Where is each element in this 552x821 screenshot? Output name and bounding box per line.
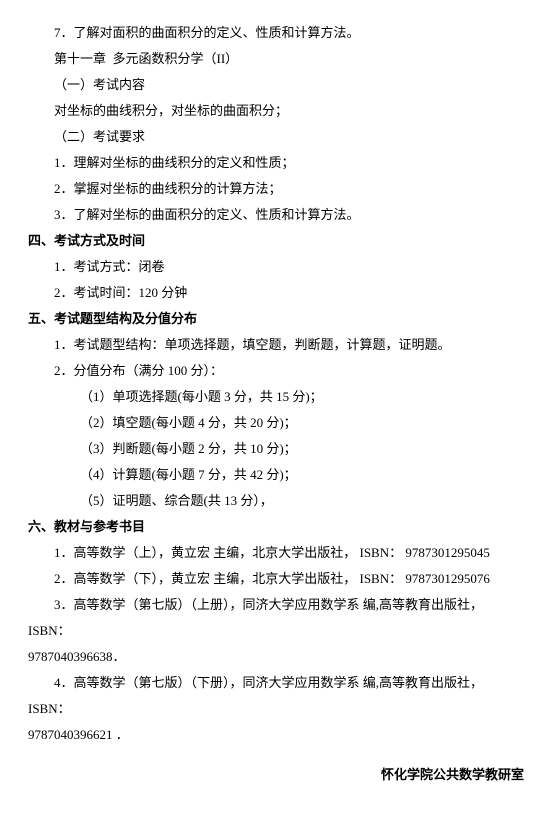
sub-item: （3）判断题(每小题 2 分，共 10 分)； bbox=[28, 436, 524, 462]
content-item: 3．了解对坐标的曲面积分的定义、性质和计算方法。 bbox=[28, 202, 524, 228]
content-item: 1．考试题型结构：单项选择题，填空题，判断题，计算题，证明题。 bbox=[28, 332, 524, 358]
section-heading: 五、考试题型结构及分值分布 bbox=[28, 306, 524, 332]
reference-item-cont: 9787040396638． bbox=[28, 644, 524, 670]
sub-item: （1）单项选择题(每小题 3 分，共 15 分)； bbox=[28, 384, 524, 410]
content-item: 2．考试时间：120 分钟 bbox=[28, 280, 524, 306]
content-item: 2．掌握对坐标的曲线积分的计算方法； bbox=[28, 176, 524, 202]
content-item: 2．分值分布（满分 100 分）： bbox=[28, 358, 524, 384]
content-item: 1．考试方式：闭卷 bbox=[28, 254, 524, 280]
reference-item: 3．高等数学（第七版）（上册），同济大学应用数学系 编,高等教育出版社，ISBN… bbox=[28, 592, 524, 644]
content-item: 对坐标的曲线积分，对坐标的曲面积分； bbox=[28, 98, 524, 124]
reference-item: 2．高等数学（下），黄立宏 主编，北京大学出版社， ISBN： 97873012… bbox=[28, 566, 524, 592]
content-item: 7．了解对面积的曲面积分的定义、性质和计算方法。 bbox=[28, 20, 524, 46]
section-heading: 四、考试方式及时间 bbox=[28, 228, 524, 254]
content-item: 1．理解对坐标的曲线积分的定义和性质； bbox=[28, 150, 524, 176]
section-heading: 六、教材与参考书目 bbox=[28, 514, 524, 540]
signature: 怀化学院公共数学教研室 bbox=[28, 762, 524, 788]
reference-item: 1．高等数学（上），黄立宏 主编，北京大学出版社， ISBN： 97873012… bbox=[28, 540, 524, 566]
subsection-title: （一）考试内容 bbox=[28, 72, 524, 98]
reference-item-cont: 9787040396621 ． bbox=[28, 722, 524, 748]
chapter-title: 第十一章 多元函数积分学（II） bbox=[28, 46, 524, 72]
sub-item: （5）证明题、综合题(共 13 分）， bbox=[28, 488, 524, 514]
subsection-title: （二）考试要求 bbox=[28, 124, 524, 150]
reference-item: 4．高等数学（第七版）（下册），同济大学应用数学系 编,高等教育出版社，ISBN… bbox=[28, 670, 524, 722]
sub-item: （4）计算题(每小题 7 分，共 42 分)； bbox=[28, 462, 524, 488]
sub-item: （2）填空题(每小题 4 分，共 20 分)； bbox=[28, 410, 524, 436]
